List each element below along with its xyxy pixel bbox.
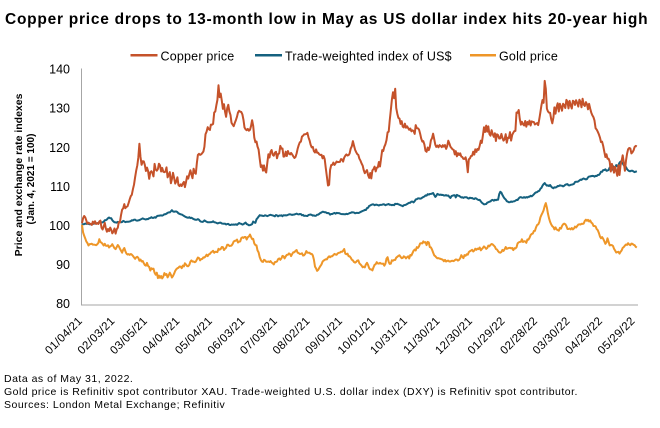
svg-text:(Jan. 4, 2021 = 100): (Jan. 4, 2021 = 100) [26,134,37,225]
svg-text:90: 90 [56,258,70,272]
svg-text:Gold price: Gold price [499,49,558,63]
svg-text:Trade-weighted index of US$: Trade-weighted index of US$ [285,49,452,63]
svg-text:120: 120 [49,141,70,155]
svg-text:140: 140 [49,63,70,77]
svg-text:Price and exchange rate indexe: Price and exchange rate indexes [13,93,25,256]
svg-text:Sources: London Metal Exchange: Sources: London Metal Exchange; Refiniti… [4,399,226,411]
svg-text:110: 110 [50,180,70,194]
svg-text:100: 100 [49,219,70,233]
svg-text:Gold price is Refinitiv spot c: Gold price is Refinitiv spot contributor… [4,386,578,398]
svg-text:80: 80 [56,297,70,311]
svg-text:Copper price drops to 13-month: Copper price drops to 13-month low in Ma… [5,11,648,28]
svg-text:Copper price: Copper price [161,49,235,63]
svg-text:130: 130 [49,102,70,116]
svg-text:Data as of May 31, 2022.: Data as of May 31, 2022. [4,373,133,385]
